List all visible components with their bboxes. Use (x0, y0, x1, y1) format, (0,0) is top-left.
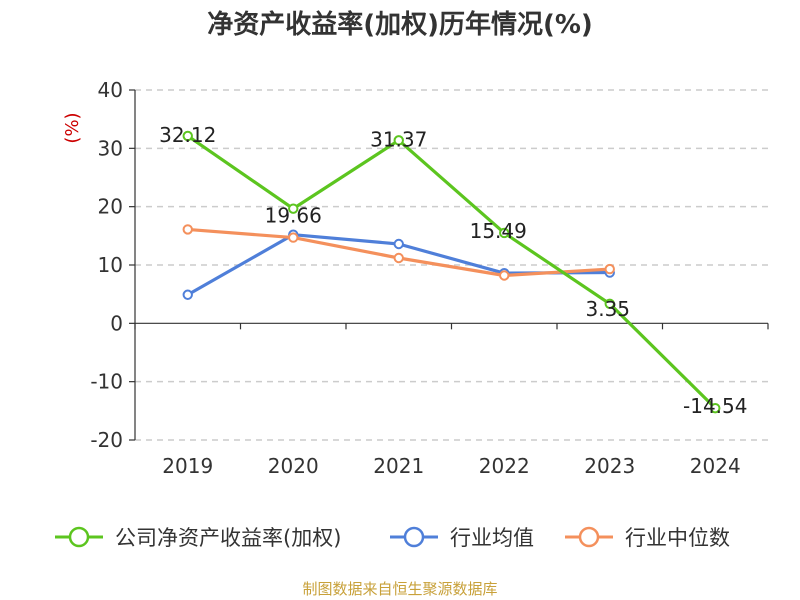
data-point (393, 238, 404, 250)
data-point (604, 298, 615, 309)
data-label: 31.37 (370, 127, 427, 151)
y-tick-label: 10 (98, 253, 123, 277)
y-tick-label: 0 (110, 311, 123, 335)
y-tick-label: 40 (98, 78, 123, 102)
data-point (182, 130, 193, 142)
legend-label: 行业均值 (450, 526, 534, 550)
x-tick-labels: 2019 2020 2021 2022 2023 2024 (162, 454, 740, 478)
x-tick-label: 2019 (162, 454, 213, 478)
source-note: 制图数据来自恒生聚源数据库 (302, 580, 498, 598)
y-axis-label: (%) (62, 112, 83, 143)
legend-label: 行业中位数 (625, 526, 730, 550)
data-point (182, 224, 193, 235)
series-line (186, 134, 717, 410)
data-label: 19.66 (265, 204, 322, 228)
axes (129, 89, 769, 441)
y-tick-labels: 40 30 20 10 0 -10 -20 (90, 78, 123, 452)
legend-swatch-marker (403, 526, 425, 548)
data-point (182, 289, 193, 300)
legend-label: 公司净资产收益率(加权) (115, 526, 341, 550)
data-point (499, 270, 510, 281)
chart-title: 净资产收益率(加权)历年情况(%) (207, 10, 593, 40)
data-point (288, 203, 299, 214)
y-tick-label: -10 (90, 370, 123, 394)
series-lines (182, 130, 721, 414)
legend-swatch-marker (68, 526, 90, 548)
data-label: -14.54 (683, 394, 747, 418)
y-tick-label: -20 (90, 428, 123, 452)
legend: 公司净资产收益率(加权) 行业均值 行业中位数 (55, 526, 730, 550)
data-label: 32.12 (159, 123, 216, 147)
data-point (710, 402, 721, 414)
data-label: 3.35 (585, 297, 630, 321)
series-line (187, 227, 610, 278)
x-tick-label: 2020 (268, 454, 319, 478)
data-point (499, 227, 510, 239)
data-point (604, 263, 615, 275)
y-tick-label: 30 (98, 136, 123, 160)
y-tick-label: 20 (98, 195, 123, 219)
x-tick-label: 2023 (584, 454, 635, 478)
data-point (393, 252, 404, 264)
x-tick-label: 2021 (373, 454, 424, 478)
data-point (393, 135, 404, 146)
legend-swatch-marker (578, 526, 600, 548)
data-point (288, 232, 299, 243)
x-tick-label: 2022 (479, 454, 530, 478)
grid-lines (135, 89, 768, 441)
x-tick-label: 2024 (690, 454, 741, 478)
data-label: 15.49 (470, 219, 527, 243)
data-labels: 32.12 19.66 31.37 15.49 3.35 -14.54 (159, 123, 747, 418)
